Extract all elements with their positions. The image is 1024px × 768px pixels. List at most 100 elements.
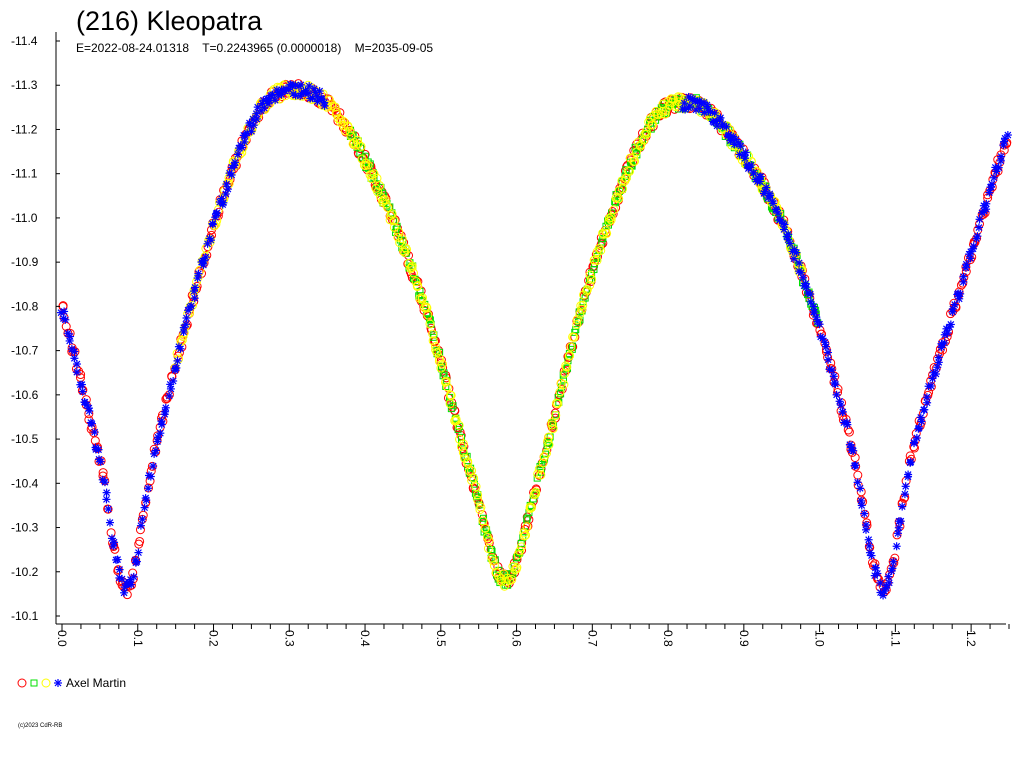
data-point	[441, 376, 451, 386]
data-point	[762, 183, 771, 192]
data-point	[531, 484, 541, 494]
data-point	[502, 573, 512, 583]
data-point	[554, 394, 562, 402]
data-point	[950, 300, 959, 309]
data-point	[809, 302, 818, 311]
data-point	[856, 484, 865, 493]
data-point	[173, 356, 182, 365]
x-ticks: 0.0 0.1 0.2 0.3 0.4 0.5 0.6 0.7 0.8 0.9 1.0 1.1 1.2	[55, 624, 1010, 647]
data-point	[367, 174, 377, 184]
data-point	[892, 530, 902, 540]
data-point	[222, 180, 231, 189]
data-point	[706, 107, 715, 116]
data-point	[60, 307, 69, 316]
data-point	[474, 491, 482, 499]
data-point	[561, 361, 571, 371]
data-point	[417, 294, 427, 304]
y-tick-label: -10.4	[11, 476, 39, 490]
data-point	[505, 576, 515, 586]
x-tick-label: 0.4	[358, 630, 372, 647]
data-point	[78, 387, 87, 396]
data-point	[408, 268, 418, 278]
data-point	[473, 490, 483, 500]
data-point	[975, 215, 984, 224]
data-point	[962, 260, 971, 269]
copyright-text: (c)2023 CdR-RB	[18, 723, 62, 729]
data-point	[458, 439, 468, 449]
data-point	[551, 411, 561, 421]
data-point	[823, 348, 832, 357]
data-point	[928, 374, 937, 383]
data-point	[406, 263, 416, 273]
data-point	[110, 538, 119, 547]
data-point	[590, 266, 598, 274]
data-point	[940, 338, 949, 347]
data-point	[853, 470, 863, 480]
data-point	[946, 320, 955, 329]
y-tick-label: -10.7	[11, 344, 39, 358]
data-point	[582, 286, 592, 296]
data-point	[191, 283, 200, 292]
data-point	[105, 518, 114, 527]
data-point	[373, 187, 383, 197]
legend: Axel Martin	[17, 676, 126, 690]
data-point	[156, 429, 165, 438]
data-point	[594, 243, 604, 253]
data-point	[476, 502, 486, 512]
x-tick-label: 1.1	[888, 630, 902, 647]
data-point	[826, 358, 836, 368]
data-point	[730, 140, 739, 149]
data-point	[509, 558, 519, 568]
data-point	[165, 391, 174, 400]
data-point	[604, 216, 614, 226]
data-point	[397, 234, 407, 244]
data-point	[931, 369, 940, 378]
data-point	[157, 410, 167, 420]
data-point	[161, 403, 170, 412]
data-point	[271, 96, 280, 105]
data-point	[513, 550, 523, 560]
data-point	[456, 442, 466, 452]
data-point	[413, 281, 423, 291]
data-point	[480, 523, 490, 533]
data-point	[510, 565, 520, 575]
data-point	[361, 158, 371, 168]
x-tick-label: 0.5	[434, 630, 448, 647]
data-point	[585, 270, 595, 280]
data-point	[871, 563, 880, 572]
x-tick-label: 1.2	[964, 630, 978, 647]
data-point	[572, 319, 582, 329]
data-point	[428, 336, 438, 346]
data-point	[315, 87, 324, 96]
data-point	[120, 588, 129, 597]
data-point	[582, 285, 592, 295]
data-point	[219, 198, 228, 207]
data-point	[901, 482, 910, 491]
data-point	[375, 181, 385, 191]
data-point	[134, 548, 143, 557]
data-point	[572, 326, 580, 334]
data-point	[862, 525, 871, 534]
data-point	[795, 258, 804, 267]
data-point	[96, 457, 105, 466]
data-point	[65, 336, 74, 345]
data-point	[836, 401, 845, 410]
data-point	[969, 244, 978, 253]
data-point	[605, 213, 615, 223]
data-point	[140, 503, 149, 512]
data-point	[525, 502, 535, 512]
data-point	[127, 580, 136, 589]
data-point	[394, 227, 404, 237]
data-point	[606, 215, 616, 225]
data-point	[438, 359, 448, 369]
data-point	[520, 524, 530, 534]
data-point	[172, 363, 181, 372]
data-point	[393, 232, 403, 242]
data-point	[815, 320, 824, 329]
data-point	[402, 244, 412, 254]
data-point	[893, 529, 902, 538]
data-point	[434, 356, 444, 366]
data-point	[529, 490, 539, 500]
data-point	[87, 419, 96, 428]
data-point	[144, 484, 153, 493]
